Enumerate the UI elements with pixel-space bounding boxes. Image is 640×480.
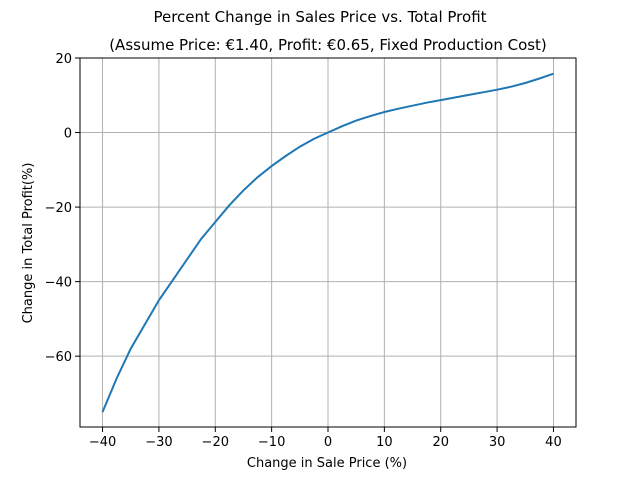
x-tick-label: −40 bbox=[89, 435, 116, 450]
axis-ticks: −40 −30 −20 −10 0 10 20 30 40 20 0 −20 −40 −60 bbox=[45, 52, 562, 450]
y-tick-label: 0 bbox=[64, 127, 72, 142]
chart-title: Percent Change in Sales Price vs. Total … bbox=[153, 8, 486, 26]
x-tick-label: 20 bbox=[432, 435, 449, 450]
y-tick-label: 20 bbox=[55, 52, 72, 67]
grid-lines bbox=[80, 57, 576, 427]
x-tick-label: 10 bbox=[376, 435, 393, 450]
y-tick-label: −60 bbox=[45, 350, 72, 365]
x-axis-label: Change in Sale Price (%) bbox=[247, 456, 407, 471]
data-series-line bbox=[101, 72, 554, 413]
y-tick-label: −40 bbox=[45, 276, 72, 291]
x-tick-label: 40 bbox=[545, 435, 562, 450]
x-tick-label: 0 bbox=[324, 435, 332, 450]
y-tick-label: −20 bbox=[45, 201, 72, 216]
x-tick-label: 30 bbox=[489, 435, 506, 450]
x-tick-label: −10 bbox=[258, 435, 285, 450]
y-axis-label: Change in Total Profit(%) bbox=[21, 163, 36, 324]
chart-subtitle: (Assume Price: €1.40, Profit: €0.65, Fix… bbox=[109, 36, 547, 54]
x-tick-label: −30 bbox=[145, 435, 172, 450]
plot-area-frame bbox=[79, 57, 577, 428]
x-tick-label: −20 bbox=[202, 435, 229, 450]
